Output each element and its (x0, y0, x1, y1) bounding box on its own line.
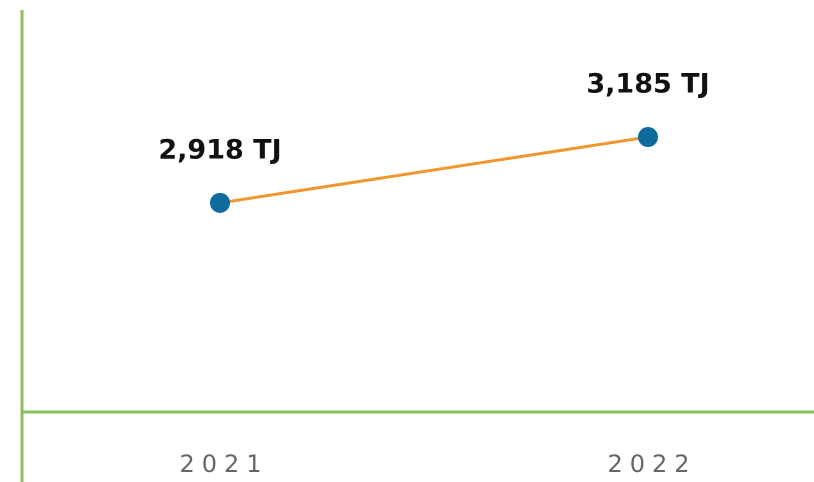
marker (638, 127, 658, 148)
line (219, 135, 649, 205)
x-tick-label: 2021 (179, 450, 268, 478)
x-tick-label: 2022 (607, 450, 696, 478)
value-label: 2,918 TJ (158, 134, 281, 165)
value-label: 3,185 TJ (586, 69, 709, 100)
marker (210, 192, 230, 213)
